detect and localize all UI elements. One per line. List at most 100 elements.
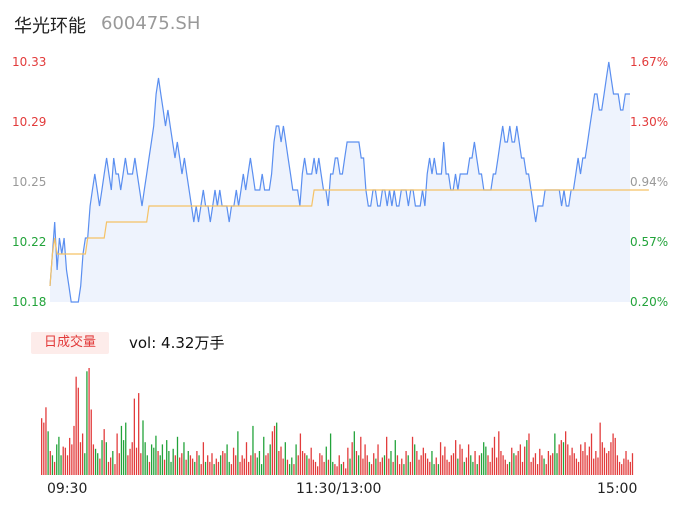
volume-bar (478, 455, 481, 475)
volume-bar (390, 451, 392, 475)
volume-bar (353, 431, 355, 475)
volume-bar (194, 461, 196, 475)
daily-volume-button[interactable]: 日成交量 (31, 332, 109, 354)
volume-bar (215, 458, 217, 475)
volume-bar (597, 457, 599, 475)
volume-bar (560, 440, 562, 475)
volume-bar (498, 431, 500, 475)
volume-bar (386, 436, 388, 475)
volume-bar (418, 459, 420, 475)
volume-bar (536, 464, 539, 475)
volume-bar (271, 431, 274, 475)
volume-bar (314, 461, 317, 475)
volume-bar (159, 455, 161, 475)
volume-bar (519, 444, 521, 475)
volume-bar (293, 464, 295, 475)
volume-bar (357, 455, 360, 475)
volume-bar (327, 459, 330, 475)
volume-bar (144, 442, 146, 475)
volume-bar (407, 455, 409, 475)
volume-bar (347, 447, 349, 475)
volume-bar (524, 446, 526, 475)
volume-bar (166, 440, 168, 475)
volume-bar (90, 409, 92, 475)
volume-bar (138, 393, 140, 475)
y-right-tick-label: 1.30% (630, 115, 669, 129)
volume-bar (601, 442, 603, 475)
volume-bar (295, 444, 297, 475)
volume-bar (174, 455, 176, 475)
stock-code: 600475.SH (101, 13, 201, 34)
volume-readout: vol: 4.32万手 (129, 334, 225, 352)
volume-bar (297, 455, 299, 475)
y-left-tick-label: 10.25 (12, 175, 47, 189)
volume-bar (424, 453, 427, 475)
volume-bar (452, 453, 455, 475)
volume-bar (437, 464, 440, 475)
volume-bar (435, 457, 437, 475)
y-right-tick-label: 0.94% (630, 175, 669, 189)
volume-bar (401, 458, 403, 475)
volume-bar (323, 461, 325, 475)
volume-bar (284, 442, 286, 475)
y-left-tick-label: 10.22 (12, 235, 47, 249)
volume-bar (226, 444, 228, 475)
y-left-tick-label: 10.33 (12, 55, 47, 69)
volume-bar (243, 458, 245, 475)
volume-bar (118, 453, 120, 475)
volume-bar (304, 453, 306, 475)
volume-bar (420, 455, 422, 475)
volume-bar (631, 453, 634, 475)
volume-bar (77, 387, 79, 475)
volume-bar (480, 453, 483, 475)
volume-bar (129, 448, 131, 475)
volume-bar (429, 461, 431, 475)
volume-bar (543, 458, 545, 475)
volume-bar (491, 447, 493, 475)
volume-bar (465, 457, 468, 475)
volume-bar (163, 459, 166, 475)
volume-bar (517, 451, 519, 475)
volume-bar (336, 466, 338, 475)
volume-bar (110, 457, 112, 475)
volume-bar (608, 451, 610, 475)
y-left-tick-label: 10.18 (12, 295, 47, 309)
volume-bar (232, 447, 235, 475)
volume-bar (614, 437, 616, 475)
volume-bar (103, 429, 105, 475)
volume-bar (383, 455, 386, 475)
volume-bar (457, 458, 459, 475)
volume-bar (142, 420, 144, 475)
volume-bar (558, 444, 560, 475)
volume-bar (448, 461, 450, 475)
volume-bar (81, 433, 84, 475)
volume-bar (79, 442, 82, 475)
volume-bar (286, 459, 289, 475)
volume-bar (321, 455, 323, 475)
volume-bar (235, 455, 237, 475)
volume-bar (317, 466, 319, 475)
volume-bar (342, 461, 345, 475)
volume-bar (308, 458, 310, 475)
volume-bar (237, 431, 239, 475)
volume-bar (502, 455, 504, 475)
volume-bar (627, 459, 629, 475)
volume-bar (209, 461, 211, 475)
volume-bar (394, 440, 396, 475)
volume-bar (485, 446, 487, 475)
volume-bar (301, 451, 304, 475)
volume-bar (133, 398, 136, 475)
volume-bar (575, 458, 578, 475)
volume-bar (588, 446, 591, 475)
volume-bar (73, 425, 75, 475)
volume-bar (200, 464, 202, 475)
volume-bar (114, 464, 116, 475)
volume-bar (504, 459, 506, 475)
volume-bar (135, 447, 138, 475)
volume-bar (176, 436, 179, 475)
volume-bar (450, 455, 452, 475)
volume-bar (515, 455, 517, 475)
volume-bar (120, 425, 123, 475)
volume-bar (618, 461, 621, 475)
volume-bar (278, 451, 280, 475)
